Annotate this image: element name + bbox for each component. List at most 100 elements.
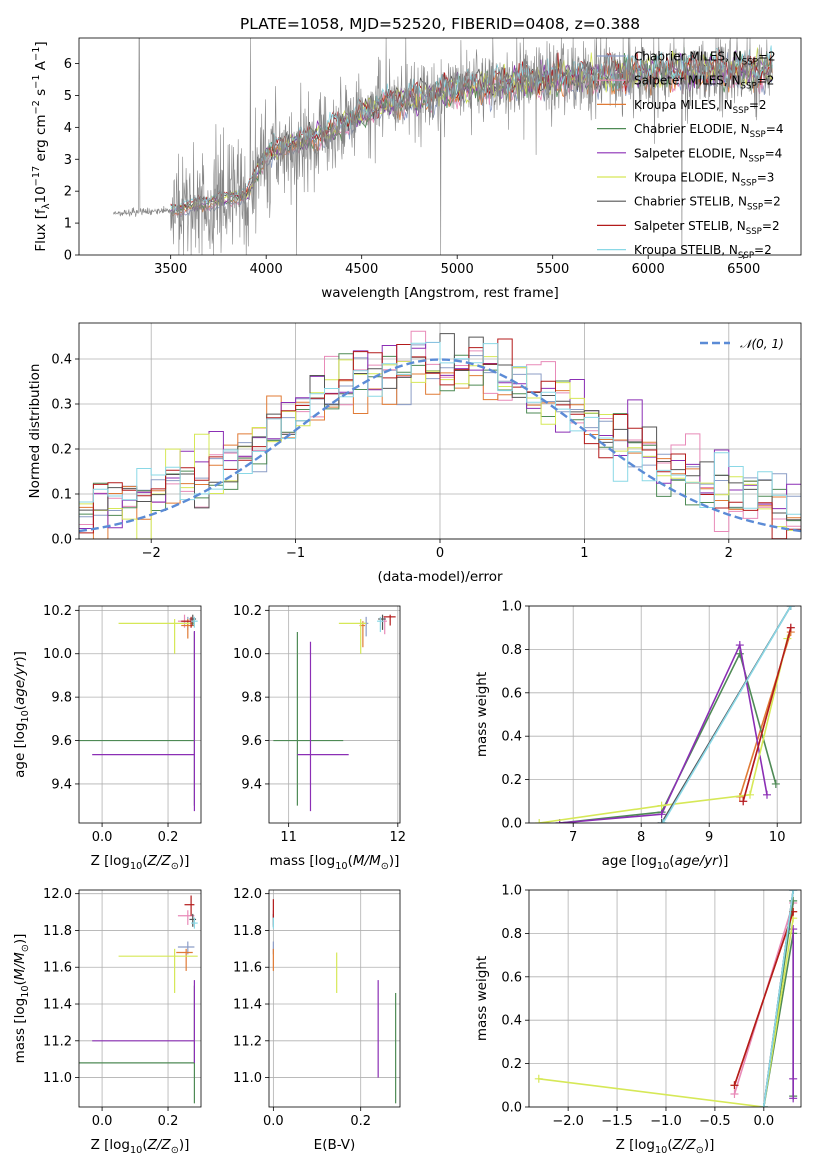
label-part: 10: [20, 710, 31, 722]
observed-spectrum-line: [113, 38, 773, 255]
label-part: Z [log: [616, 1137, 655, 1153]
y-tick-label: 0.6: [501, 686, 522, 701]
label-part: )]: [12, 651, 28, 662]
y-axis-label: Normed distribution: [27, 364, 43, 499]
x-tick-label: 1: [580, 546, 588, 561]
label-part: Chabrier MILES, N: [634, 50, 742, 64]
label-part: age/yr: [675, 853, 720, 869]
panel-age_vs_mass: 11 12 9.4 9.6 9.8 10.0 10.2 mass [log10(M/M⊙)]: [233, 604, 406, 872]
axes: −2.0 −1.5 −1.0 −0.5 0.0 0.0 0.2 0.4 0.6 0.8 1.0 Z […: [474, 884, 802, 1156]
errorbar-chabrier-elodie: [79, 985, 196, 1104]
x-tick-label: 9: [705, 830, 713, 845]
x-tick-label: 6000: [632, 262, 665, 277]
legend-label: Kroupa ELODIE, NSSP=3: [634, 171, 774, 189]
label-part: age [log: [12, 723, 28, 778]
errorbar-chabrier-stelib: [378, 614, 386, 630]
series-kroupa-stelib: [759, 890, 798, 1107]
y-tick-label: 0.0: [501, 1101, 522, 1116]
legend-label: Kroupa STELIB, NSSP=2: [634, 243, 772, 261]
x-tick-label: 0.0: [753, 1114, 774, 1129]
errorbar-kroupa-stelib: [191, 917, 198, 929]
errorbar-chabrier-miles: [363, 616, 369, 637]
axes-frame: [268, 605, 401, 824]
y-tick-label: 11.2: [233, 1034, 262, 1049]
axes: −2 −1 0 1 2 0.0 0.1 0.2 0.3 0.4 (data-model)/error…: [27, 322, 802, 585]
label-part: =2: [762, 219, 780, 233]
series-line: [733, 911, 794, 1086]
y-tick-label: 1: [64, 217, 72, 232]
y-tick-label: 0.8: [501, 643, 522, 658]
y-tick-label: 10.2: [233, 604, 262, 619]
data-layer: [79, 614, 198, 812]
label-part: =2: [757, 74, 775, 88]
errorbar-kroupa-stelib: [377, 616, 384, 633]
label-part: =2: [758, 50, 776, 64]
grid: [79, 606, 201, 823]
y-tick-label: 0.4: [501, 1014, 522, 1029]
data-layer: [272, 899, 397, 1104]
legend-label: Salpeter MILES, NSSP=2: [634, 74, 774, 92]
label-part: Z/Z: [147, 853, 172, 869]
axes: 0.0 0.2 11.0 11.2 11.4 11.6 11.8 12.0 E(B-V): [233, 887, 401, 1153]
y-tick-label: 0: [64, 249, 72, 264]
label-part: ⊙: [20, 944, 31, 952]
x-tick-label: −1.0: [650, 1114, 682, 1129]
y-tick-label: 11.2: [43, 1034, 72, 1049]
legend-label: Kroupa MILES, NSSP=2: [634, 98, 767, 116]
label-part: (: [142, 853, 147, 869]
y-tick-label: 9.6: [241, 734, 262, 749]
x-tick-label: 5000: [441, 262, 474, 277]
grid: [79, 890, 201, 1107]
axes-frame: [528, 605, 802, 824]
data-layer: [535, 606, 795, 823]
x-tick-label: 7: [569, 830, 577, 845]
axes-frame: [78, 322, 802, 540]
label-part: Kroupa ELODIE, N: [634, 171, 741, 185]
panel-age_vs_Z: 0.0 0.29.49.69.810.010.2Z [log10(Z/Z⊙)]ag…: [12, 604, 202, 872]
errorbar-chabrier-elodie: [273, 632, 344, 806]
label-part: SSP: [741, 179, 757, 189]
label-part: mass [log: [270, 853, 336, 869]
point-marker: [535, 819, 544, 823]
panel-mass_vs_Z: 0.0 0.211.011.211.411.611.812.0Z [log10(Z…: [12, 887, 202, 1156]
series-kroupa-miles: [735, 628, 795, 801]
y-tick-label: 10.0: [43, 647, 72, 662]
data-layer: [79, 330, 801, 539]
point-marker: [789, 1094, 798, 1103]
errorbar-kroupa-miles: [176, 948, 193, 971]
label-part: 10: [20, 985, 31, 997]
series-line: [742, 627, 792, 802]
y-tick-label: 0.0: [51, 533, 72, 548]
point-marker: [789, 896, 798, 905]
label-part: Flux [f: [33, 208, 49, 252]
series-line: [539, 638, 789, 823]
y-tick-label: 9.4: [51, 777, 72, 792]
point-marker: [771, 779, 780, 788]
label-part: 10: [130, 1145, 142, 1156]
series-salpeter-stelib: [739, 623, 795, 806]
series-kroupa-stelib: [658, 606, 795, 823]
y-tick-label: 1.0: [501, 884, 522, 899]
series-line: [559, 642, 768, 823]
point-marker: [658, 819, 667, 823]
x-axis-label: Z [log10(Z/Z⊙)]: [91, 1137, 190, 1156]
point-marker: [739, 797, 748, 806]
label-part: Salpeter ELODIE, N: [634, 146, 748, 160]
series-line: [538, 918, 794, 1107]
label-part: Z/Z: [147, 1137, 172, 1153]
label-part: ⊙: [171, 861, 179, 872]
point-marker: [730, 1081, 739, 1090]
label-part: SSP: [733, 106, 749, 116]
label-part: 10: [335, 861, 347, 872]
y-tick-label: 11.8: [233, 924, 262, 939]
label-part: 10: [130, 861, 142, 872]
legend-label: 𝒩(0, 1): [740, 337, 784, 351]
label-part: ]: [33, 41, 49, 46]
label-part: =2: [763, 195, 781, 209]
label-part: )]: [704, 1137, 715, 1153]
label-part: −2: [31, 100, 42, 114]
x-tick-label: −1.5: [601, 1114, 633, 1129]
x-tick-label: 10: [769, 830, 786, 845]
label-part: ⊙: [696, 1145, 704, 1156]
